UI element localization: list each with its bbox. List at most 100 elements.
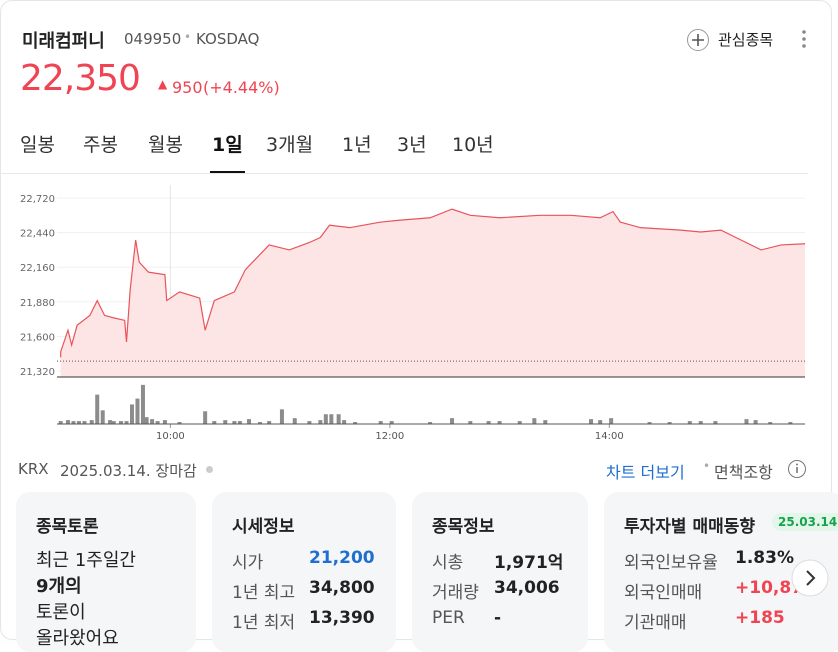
volume-bar (292, 418, 297, 424)
tab[interactable]: 3년 (397, 134, 427, 156)
row-label: 시총 (432, 553, 464, 573)
date-badge: 25.03.14 (772, 513, 838, 531)
y-tick-label: 21,880 (20, 298, 55, 309)
volume-bar (323, 414, 328, 424)
tab[interactable]: 일봉 (20, 134, 55, 156)
divider (0, 173, 808, 174)
row-value: 1,971억 (494, 553, 564, 573)
card-title: 시세정보 (232, 517, 295, 537)
volume-bar (336, 414, 341, 424)
y-tick-label: 21,320 (20, 367, 55, 378)
row-label: 거래량 (432, 583, 479, 603)
exchange: KRX (18, 460, 49, 478)
tab[interactable]: 월봉 (148, 134, 183, 156)
row-label: 기관매매 (624, 613, 687, 633)
price-line (60, 208, 806, 358)
volume-bar (247, 419, 252, 424)
volume-bar (532, 418, 537, 424)
tab-underline (210, 171, 245, 173)
card-title: 종목정보 (432, 517, 495, 537)
volume-bar (65, 420, 70, 424)
volume-bar (140, 384, 145, 424)
volume-bar (237, 421, 242, 424)
volume-bar (100, 410, 105, 424)
tab[interactable]: 주봉 (83, 134, 118, 156)
row-value: 13,390 (309, 608, 375, 628)
more-chart-link[interactable]: 차트 더보기 (606, 463, 685, 482)
card-text: 올라왔어요 (36, 628, 119, 649)
volume-bar (342, 420, 347, 424)
volume-bar (753, 420, 758, 424)
volume-bar (598, 420, 603, 424)
volume-bar (144, 417, 149, 424)
card-text: 토론이 (36, 602, 86, 623)
tab[interactable]: 3개월 (266, 134, 314, 156)
volume-bar (698, 421, 703, 424)
row-label: 1년 최저 (232, 613, 296, 633)
card-text: 최근 1주일간 (36, 550, 136, 571)
y-tick-label: 22,440 (20, 229, 55, 240)
volume-bar (155, 421, 160, 424)
volume-bar (177, 422, 182, 424)
volume-bar (450, 418, 455, 424)
date: 2025.03.14. 장마감 (60, 462, 197, 480)
more-icon[interactable] (798, 28, 810, 50)
volume-bar (119, 421, 124, 424)
tab[interactable]: 1일 (212, 134, 243, 156)
volume-bar (95, 394, 100, 424)
card[interactable]: 시세정보 시가 21,200 1년 최고 34,800 1년 최저 13,390 (212, 492, 396, 652)
row-value: 34,006 (494, 578, 560, 598)
price: 22,350 (20, 58, 141, 99)
volume-bar (108, 420, 113, 424)
disclaimer-link[interactable]: 면책조항 (714, 463, 773, 482)
x-tick-label: 12:00 (375, 431, 404, 442)
volume-bar (267, 421, 272, 424)
card[interactable]: 종목토론 최근 1주일간 9개의 토론이 올라왔어요 (16, 492, 196, 652)
x-tick-label: 10:00 (156, 431, 185, 442)
row-value: +185 (735, 608, 785, 628)
add-icon[interactable] (686, 28, 710, 52)
volume-bar (232, 421, 237, 424)
volume-bar (89, 420, 94, 424)
change-pct: (+4.44%) (203, 78, 280, 97)
volume-bar (135, 398, 140, 424)
card-title: 투자자별 매매동향 (624, 517, 756, 537)
row-label: 외국인보유율 (624, 553, 718, 573)
volume-bar (768, 422, 773, 424)
next-button[interactable] (790, 558, 830, 598)
up-arrow: ▲ (158, 77, 168, 91)
volume-bar (589, 419, 594, 424)
card[interactable]: 종목정보 시총 1,971억 거래량 34,006 PER - (412, 492, 588, 652)
volume-bar (667, 422, 672, 424)
card-text: 9개의 (36, 576, 82, 597)
volume-bar (378, 421, 383, 424)
stock-name: 미래컴퍼니 (22, 31, 105, 52)
volume-bar (318, 420, 323, 424)
row-label: 시가 (232, 553, 264, 573)
market: KOSDAQ (196, 30, 260, 48)
volume-bar (609, 418, 614, 424)
separator: • (703, 459, 711, 473)
volume-bar (58, 421, 63, 424)
tab[interactable]: 1년 (342, 134, 372, 156)
volume-bar (162, 420, 167, 424)
volume-bar (647, 422, 652, 424)
tab[interactable]: 10년 (452, 134, 494, 156)
chart: 21,320 21,600 21,880 22,160 22,440 22,720 10:0… (20, 185, 806, 442)
volume-bar (486, 421, 491, 424)
volume-bar (428, 422, 433, 424)
info-icon[interactable] (787, 459, 807, 479)
y-tick-label: 22,720 (20, 194, 55, 205)
volume-bar (788, 422, 793, 424)
volume-bar (124, 421, 129, 424)
volume-bar (223, 420, 228, 424)
volume-bar (713, 421, 718, 424)
stock-code: 049950 (124, 30, 182, 48)
volume-bar (203, 411, 208, 424)
change: 950 (172, 78, 203, 97)
watch-button[interactable]: 관심종목 (718, 31, 774, 49)
volume-bar (82, 421, 87, 424)
volume-bar (307, 421, 312, 424)
volume-bar (517, 421, 522, 424)
card-text: 9개의 (36, 572, 82, 598)
